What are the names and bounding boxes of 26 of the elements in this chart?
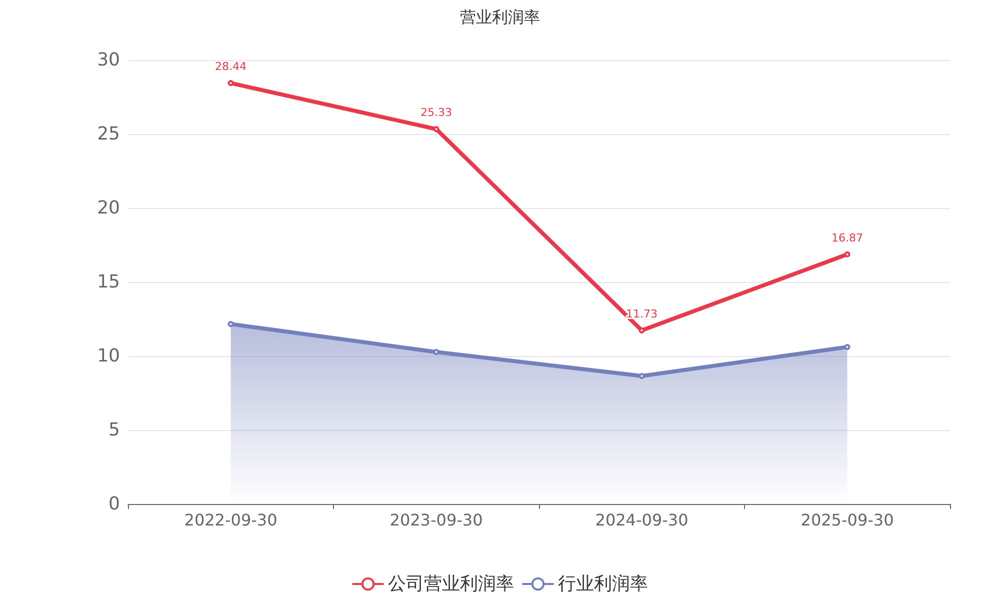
point: [844, 344, 850, 350]
point: [844, 251, 850, 258]
legend-label: 行业利润率: [558, 574, 648, 594]
data-label: 16.87: [832, 231, 863, 244]
data-label: 11.73: [626, 307, 658, 320]
point: [228, 80, 234, 86]
data-label: 28.44: [215, 60, 246, 74]
x-tick-label: 2022-09-30: [184, 510, 278, 530]
y-tick-label: 30: [97, 50, 120, 70]
point: [433, 349, 440, 356]
x-tick-label: 2025-09-30: [800, 510, 894, 530]
y-tick-label: 0: [108, 494, 120, 514]
x-tick-label: 2024-09-30: [595, 510, 688, 530]
y-tick-label: 15: [97, 272, 120, 292]
legend-label: 公司营业利润率: [388, 574, 514, 594]
x-tick-label: 2023-09-30: [390, 510, 483, 530]
y-tick-label: 5: [108, 420, 120, 440]
data-label: 25.33: [420, 106, 452, 120]
point: [638, 327, 645, 334]
y-tick-label: 10: [97, 346, 120, 366]
y-tick-label: 25: [97, 124, 120, 144]
point: [433, 126, 440, 132]
chart-title: 营业利润率: [460, 8, 540, 26]
point: [228, 321, 234, 328]
point: [638, 372, 645, 379]
y-tick-label: 20: [97, 198, 120, 218]
